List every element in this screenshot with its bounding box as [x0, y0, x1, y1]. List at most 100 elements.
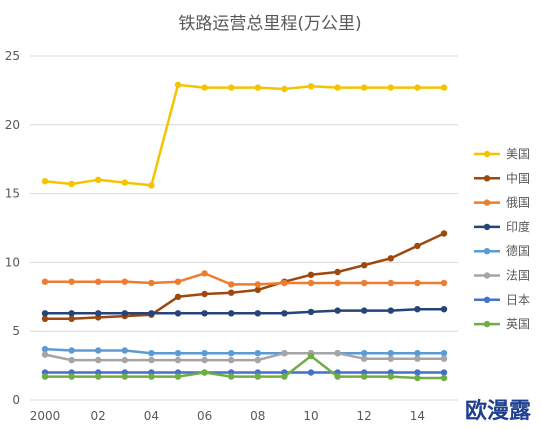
legend-label: 印度 [506, 219, 530, 234]
data-point [387, 307, 394, 314]
data-point [361, 84, 368, 91]
data-point [387, 355, 394, 362]
data-point [361, 279, 368, 287]
data-point [414, 306, 421, 313]
data-point [174, 310, 182, 317]
x-tick-label: 04 [144, 409, 159, 423]
data-point [41, 278, 49, 285]
data-point [95, 310, 102, 317]
data-point [201, 84, 208, 91]
data-point [254, 373, 261, 380]
data-point [387, 255, 394, 262]
y-tick-label: 10 [5, 255, 20, 269]
data-point [361, 350, 368, 357]
data-point [414, 242, 421, 250]
x-tick-label: 12 [357, 409, 372, 423]
data-point [228, 310, 235, 317]
data-point [334, 373, 341, 380]
data-point [201, 290, 208, 298]
data-point [414, 355, 421, 362]
watermark-logo: 欧漫露 [465, 398, 532, 424]
data-point [307, 271, 315, 278]
data-point [68, 315, 75, 322]
data-point [121, 373, 128, 380]
data-point [414, 84, 421, 91]
data-point [254, 310, 261, 317]
data-point [334, 279, 341, 287]
series-line [43, 347, 446, 355]
legend-item: 俄国 [474, 196, 530, 210]
legend-item: 法国 [474, 269, 530, 283]
series-4 [41, 345, 448, 357]
legend-item: 印度 [474, 219, 530, 234]
x-tick-label: 06 [197, 409, 212, 423]
data-point [440, 84, 448, 91]
series-2 [41, 270, 448, 288]
data-point [334, 307, 341, 314]
y-axis: 0 5 10 15 20 25 [5, 49, 20, 407]
data-point [41, 351, 49, 358]
data-point [174, 81, 182, 89]
data-point [68, 278, 75, 285]
data-point [68, 356, 75, 364]
legend-swatch-marker [483, 320, 491, 328]
data-point [254, 350, 261, 357]
y-tick-label: 25 [5, 49, 20, 63]
series-line [43, 354, 446, 380]
data-point [361, 262, 368, 269]
legend-swatch-marker [483, 199, 491, 206]
data-point [387, 373, 394, 380]
data-point [174, 373, 182, 380]
data-point [201, 350, 208, 357]
series-3 [41, 306, 448, 317]
legend-label: 中国 [506, 170, 530, 185]
legend-item: 日本 [474, 293, 530, 307]
legend-label: 德国 [506, 243, 530, 258]
y-tick-label: 20 [5, 118, 20, 132]
data-point [414, 279, 421, 287]
x-tick-label: 08 [250, 409, 265, 423]
data-point [307, 352, 315, 360]
series-line [43, 307, 446, 315]
data-point [174, 350, 182, 357]
data-point [68, 310, 75, 317]
data-point [307, 308, 315, 316]
data-point [121, 356, 128, 364]
data-point [41, 373, 49, 380]
data-point [201, 270, 208, 277]
legend-label: 法国 [506, 269, 530, 283]
data-point [121, 347, 128, 354]
chart-title: 铁路运营总里程(万公里) [178, 14, 361, 34]
data-point [414, 369, 421, 376]
data-point [68, 347, 75, 354]
data-point [201, 310, 208, 317]
data-point [254, 84, 261, 91]
data-point [440, 369, 448, 376]
data-point [254, 281, 261, 288]
data-point [361, 355, 368, 362]
data-point [148, 373, 155, 380]
data-point [95, 373, 102, 380]
data-point [95, 347, 102, 354]
series-1 [41, 230, 448, 322]
legend-label: 俄国 [506, 196, 530, 210]
data-point [440, 355, 448, 362]
data-point [95, 356, 102, 364]
data-point [148, 279, 155, 287]
data-point [95, 176, 102, 183]
data-point [228, 356, 235, 364]
y-tick-label: 15 [5, 187, 20, 201]
data-point [361, 307, 368, 314]
data-point [174, 278, 182, 285]
x-tick-label: 02 [91, 409, 106, 423]
series-5 [41, 350, 448, 364]
data-point [68, 373, 75, 380]
x-axis: 2000 02 04 06 08 10 12 14 [30, 409, 425, 423]
data-point [334, 84, 341, 91]
legend-item: 英国 [474, 317, 530, 331]
data-point [228, 289, 235, 296]
data-point [68, 180, 75, 188]
legend-item: 中国 [474, 170, 530, 185]
y-tick-label: 0 [12, 393, 20, 407]
legend-swatch-marker [483, 248, 491, 255]
